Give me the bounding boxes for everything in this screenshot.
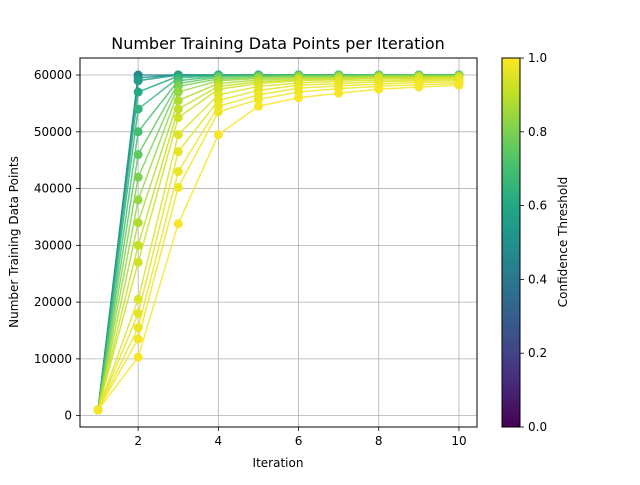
y-tick-label: 50000	[34, 125, 72, 139]
series-polyline	[97, 82, 459, 411]
data-point	[173, 167, 183, 177]
data-point	[173, 104, 183, 114]
colorbar-tick-label: 0.8	[528, 125, 547, 139]
x-tick-label: 2	[134, 434, 142, 448]
data-point	[173, 130, 183, 140]
y-axis-label: Number Training Data Points	[7, 156, 21, 328]
colorbar-tick-label: 0.0	[528, 420, 547, 434]
series-polyline	[97, 78, 459, 411]
data-point	[253, 94, 263, 104]
x-axis-ticks: 2 4 6 8 10	[134, 427, 467, 448]
data-point	[173, 96, 183, 106]
y-tick-label: 30000	[34, 238, 72, 252]
data-point	[133, 172, 143, 182]
data-point	[133, 218, 143, 228]
plot-frame	[79, 57, 478, 428]
series-line	[93, 70, 464, 415]
data-point	[133, 334, 143, 344]
data-point	[133, 195, 143, 205]
data-point	[133, 352, 143, 362]
series-line	[93, 70, 464, 415]
series-line	[93, 70, 464, 415]
y-tick-label: 60000	[34, 68, 72, 82]
x-tick-label: 6	[295, 434, 303, 448]
data-point	[454, 80, 464, 90]
y-tick-label: 0	[64, 409, 72, 423]
data-point	[334, 88, 344, 98]
series-line	[93, 70, 464, 415]
x-tick-label: 4	[215, 434, 223, 448]
data-point	[133, 150, 143, 160]
data-point	[173, 113, 183, 123]
colorbar-ticks: 0.0 0.2 0.4 0.6 0.8 1.0	[520, 51, 547, 434]
y-tick-label: 10000	[34, 352, 72, 366]
x-tick-label: 8	[375, 434, 383, 448]
series-layer	[93, 70, 464, 415]
data-point	[93, 405, 103, 415]
series-line	[93, 80, 464, 415]
series-line	[93, 72, 464, 415]
series-line	[93, 70, 464, 415]
data-point	[133, 240, 143, 250]
data-point	[173, 182, 183, 192]
series-line	[93, 77, 464, 415]
series-line	[93, 70, 464, 415]
data-point	[173, 147, 183, 157]
series-polyline	[97, 75, 459, 411]
chart-title: Number Training Data Points per Iteratio…	[111, 34, 445, 53]
data-point	[133, 308, 143, 318]
y-tick-label: 40000	[34, 182, 72, 196]
colorbar-label: Confidence Threshold	[556, 177, 570, 307]
data-point	[133, 87, 143, 97]
data-point	[133, 127, 143, 137]
data-point	[173, 219, 183, 229]
y-tick-label: 20000	[34, 295, 72, 309]
colorbar-tick-label: 0.2	[528, 346, 547, 360]
y-axis-ticks: 0 10000 20000 30000 40000 50000 60000	[34, 68, 80, 423]
x-tick-label: 10	[451, 434, 466, 448]
data-point	[213, 107, 223, 117]
series-line	[93, 79, 464, 415]
series-line	[93, 72, 464, 415]
data-point	[133, 104, 143, 114]
series-polyline	[97, 79, 459, 411]
series-line	[93, 73, 464, 415]
colorbar-tick-label: 0.6	[528, 199, 547, 213]
series-line	[93, 71, 464, 415]
colorbar	[501, 57, 521, 428]
series-line	[93, 71, 464, 415]
data-point	[133, 76, 143, 86]
series-polyline	[97, 75, 459, 411]
series-polyline	[97, 77, 459, 411]
series-line	[93, 74, 464, 415]
data-point	[294, 93, 304, 103]
data-point	[253, 101, 263, 111]
data-point	[213, 130, 223, 140]
x-axis-label: Iteration	[253, 456, 304, 470]
colorbar-tick-label: 1.0	[528, 51, 547, 65]
series-polyline	[97, 81, 459, 411]
data-point	[133, 257, 143, 267]
series-polyline	[97, 84, 459, 411]
data-point	[374, 84, 384, 94]
series-line	[93, 70, 464, 415]
colorbar-tick-label: 0.4	[528, 272, 547, 286]
data-point	[414, 82, 424, 92]
data-point	[173, 87, 183, 97]
